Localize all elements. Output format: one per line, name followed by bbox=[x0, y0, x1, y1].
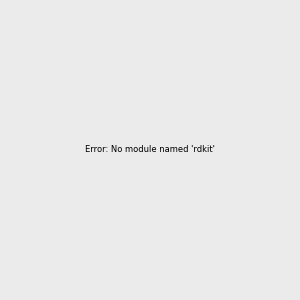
Text: Error: No module named 'rdkit': Error: No module named 'rdkit' bbox=[85, 146, 215, 154]
